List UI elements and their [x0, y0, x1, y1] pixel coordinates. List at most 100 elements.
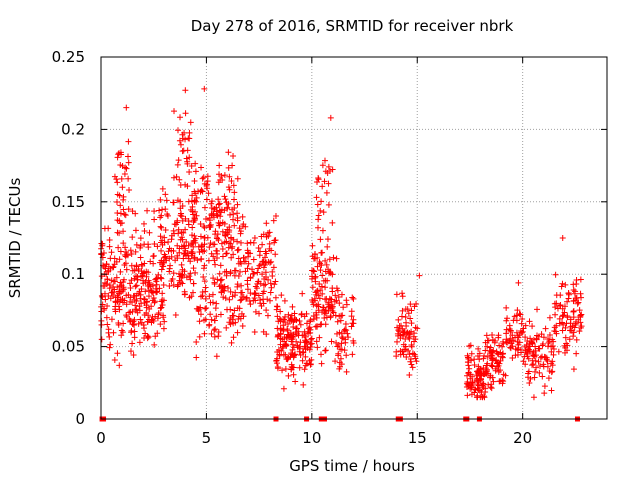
data-point — [118, 332, 125, 339]
data-point — [143, 304, 150, 311]
data-point — [552, 311, 559, 318]
data-point — [102, 296, 109, 303]
data-point — [306, 346, 313, 353]
data-point — [403, 353, 410, 360]
data-point — [553, 322, 560, 329]
data-point — [174, 161, 181, 168]
data-point — [192, 208, 199, 215]
data-point — [496, 378, 503, 385]
data-point — [159, 185, 166, 192]
data-point — [343, 297, 350, 304]
data-point — [303, 320, 310, 327]
data-point — [186, 294, 193, 301]
data-point — [161, 318, 168, 325]
data-point — [465, 382, 472, 389]
data-point — [172, 312, 179, 319]
data-point — [403, 323, 410, 330]
data-point — [524, 337, 531, 344]
data-point — [110, 329, 117, 336]
data-point — [177, 114, 184, 121]
data-point — [399, 290, 406, 297]
data-point — [525, 355, 532, 362]
data-point — [255, 278, 262, 285]
data-point — [222, 232, 229, 239]
data-point — [288, 366, 295, 373]
data-point — [570, 333, 577, 340]
data-point — [206, 215, 213, 222]
data-point — [514, 338, 521, 345]
data-point — [260, 282, 267, 289]
data-point — [235, 272, 242, 279]
data-point — [479, 382, 486, 389]
data-point — [495, 362, 502, 369]
data-point — [277, 341, 284, 348]
data-point — [116, 230, 123, 237]
data-point — [220, 294, 227, 301]
data-point — [243, 294, 250, 301]
data-point — [243, 295, 250, 302]
data-point — [280, 316, 287, 323]
data-point — [131, 296, 138, 303]
data-point — [578, 311, 585, 318]
data-point — [215, 196, 222, 203]
data-point — [412, 324, 419, 331]
data-point — [106, 285, 113, 292]
data-point — [175, 157, 182, 164]
data-point — [548, 348, 555, 355]
data-point — [177, 212, 184, 219]
data-point — [241, 258, 248, 265]
data-point — [280, 385, 287, 392]
data-point — [209, 299, 216, 306]
data-point — [182, 181, 189, 188]
data-point — [172, 257, 179, 264]
data-point — [226, 186, 233, 193]
data-point — [128, 329, 135, 336]
data-point — [273, 357, 280, 364]
data-point — [272, 251, 279, 258]
data-point — [500, 340, 507, 347]
data-point — [231, 267, 238, 274]
data-point — [160, 312, 167, 319]
data-point — [184, 250, 191, 257]
data-point — [285, 372, 292, 379]
data-point — [143, 268, 150, 275]
data-point — [118, 220, 125, 227]
data-point — [325, 180, 332, 187]
data-point — [489, 374, 496, 381]
data-point — [273, 306, 280, 313]
data-point — [577, 324, 584, 331]
data-point — [155, 311, 162, 318]
data-point — [496, 342, 503, 349]
data-point — [231, 196, 238, 203]
data-point — [288, 317, 295, 324]
data-point — [515, 279, 522, 286]
data-point — [323, 314, 330, 321]
data-point — [406, 351, 413, 358]
data-point — [203, 304, 210, 311]
data-point — [573, 318, 580, 325]
data-point — [402, 336, 409, 343]
data-point — [319, 249, 326, 256]
data-point — [270, 217, 277, 224]
data-point — [201, 247, 208, 254]
data-point — [487, 384, 494, 391]
data-point — [561, 309, 568, 316]
data-point — [251, 328, 258, 335]
data-point — [321, 157, 328, 164]
data-point — [234, 238, 241, 245]
data-point — [403, 330, 410, 337]
data-point — [309, 284, 316, 291]
data-point — [577, 319, 584, 326]
data-point — [183, 155, 190, 162]
data-point — [213, 353, 220, 360]
data-point — [290, 371, 297, 378]
data-point — [163, 197, 170, 204]
data-point — [179, 266, 186, 273]
data-point — [349, 351, 356, 358]
data-point — [234, 329, 241, 336]
data-point — [101, 306, 108, 313]
data-point — [144, 318, 151, 325]
data-point — [111, 261, 118, 268]
data-point — [128, 277, 135, 284]
data-point — [300, 381, 307, 388]
